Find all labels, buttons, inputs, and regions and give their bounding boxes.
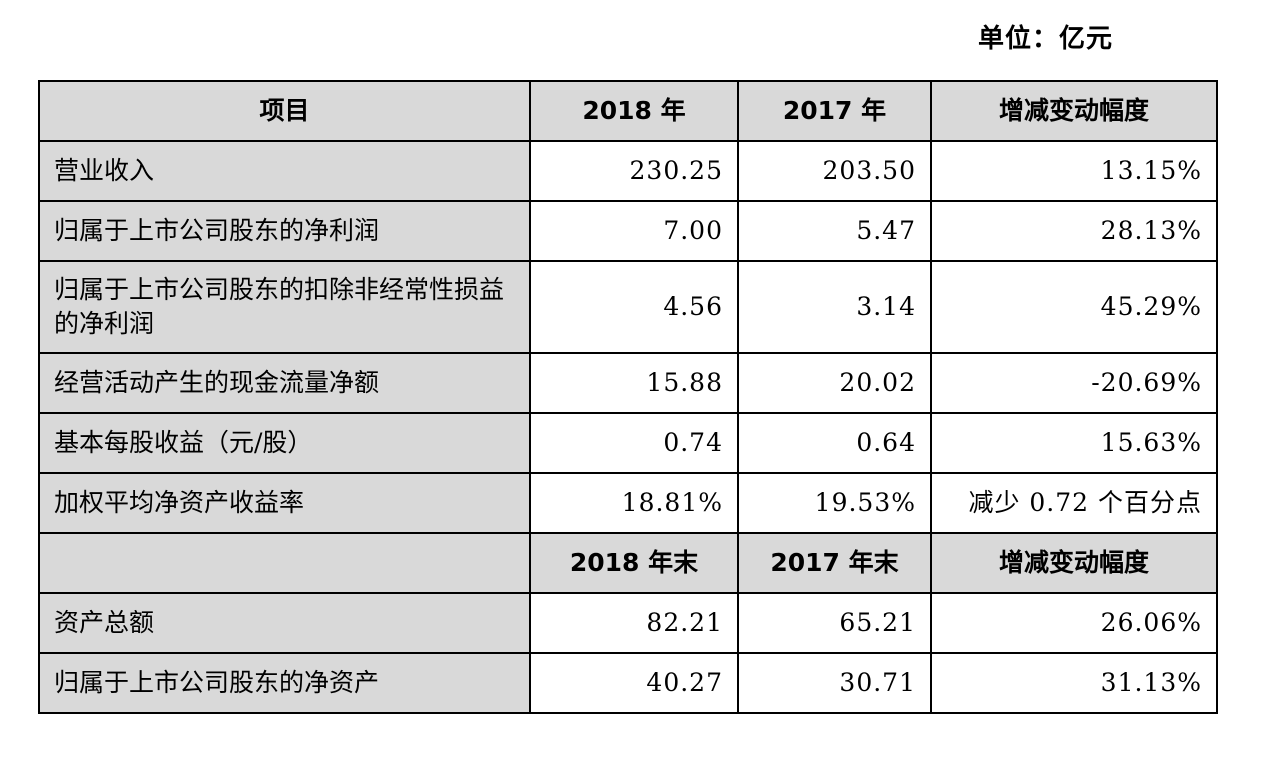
value-2018: 82.21 xyxy=(529,592,739,654)
value-2018: 18.81% xyxy=(529,472,739,534)
subheader-item xyxy=(38,532,531,594)
table-row: 基本每股收益（元/股） 0.74 0.64 15.63% xyxy=(38,412,1218,474)
table-row: 加权平均净资产收益率 18.81% 19.53% 减少 0.72 个百分点 xyxy=(38,472,1218,534)
subheader-2017-end: 2017 年末 xyxy=(737,532,932,594)
subheader-change: 增减变动幅度 xyxy=(930,532,1218,594)
value-2017: 3.14 xyxy=(737,260,932,354)
table-subheader-row: 2018 年末 2017 年末 增减变动幅度 xyxy=(38,532,1218,594)
header-item: 项目 xyxy=(38,80,531,142)
table-row: 营业收入 230.25 203.50 13.15% xyxy=(38,140,1218,202)
value-2017: 0.64 xyxy=(737,412,932,474)
table-row: 归属于上市公司股东的净资产 40.27 30.71 31.13% xyxy=(38,652,1218,714)
header-change: 增减变动幅度 xyxy=(930,80,1218,142)
value-2018: 15.88 xyxy=(529,352,739,414)
value-change: 15.63% xyxy=(930,412,1218,474)
value-change: 13.15% xyxy=(930,140,1218,202)
row-label: 基本每股收益（元/股） xyxy=(38,412,531,474)
row-label: 经营活动产生的现金流量净额 xyxy=(38,352,531,414)
value-change: 减少 0.72 个百分点 xyxy=(930,472,1218,534)
row-label: 归属于上市公司股东的净资产 xyxy=(38,652,531,714)
table-row: 资产总额 82.21 65.21 26.06% xyxy=(38,592,1218,654)
value-2017: 20.02 xyxy=(737,352,932,414)
financial-summary-table: 项目 2018 年 2017 年 增减变动幅度 营业收入 230.25 203.… xyxy=(38,80,1218,714)
table-row: 归属于上市公司股东的扣除非经常性损益的净利润 4.56 3.14 45.29% xyxy=(38,260,1218,354)
value-2018: 40.27 xyxy=(529,652,739,714)
table-row: 经营活动产生的现金流量净额 15.88 20.02 -20.69% xyxy=(38,352,1218,414)
value-2018: 230.25 xyxy=(529,140,739,202)
unit-label: 单位：亿元 xyxy=(978,24,1114,54)
value-2017: 65.21 xyxy=(737,592,932,654)
value-change: -20.69% xyxy=(930,352,1218,414)
table-row: 归属于上市公司股东的净利润 7.00 5.47 28.13% xyxy=(38,200,1218,262)
value-2017: 30.71 xyxy=(737,652,932,714)
value-change: 31.13% xyxy=(930,652,1218,714)
header-2017: 2017 年 xyxy=(737,80,932,142)
header-2018: 2018 年 xyxy=(529,80,739,142)
table-header-row: 项目 2018 年 2017 年 增减变动幅度 xyxy=(38,80,1218,142)
value-change: 26.06% xyxy=(930,592,1218,654)
value-change: 28.13% xyxy=(930,200,1218,262)
value-2018: 0.74 xyxy=(529,412,739,474)
value-2017: 19.53% xyxy=(737,472,932,534)
value-2018: 4.56 xyxy=(529,260,739,354)
value-2018: 7.00 xyxy=(529,200,739,262)
subheader-2018-end: 2018 年末 xyxy=(529,532,739,594)
value-change: 45.29% xyxy=(930,260,1218,354)
row-label: 归属于上市公司股东的净利润 xyxy=(38,200,531,262)
row-label: 加权平均净资产收益率 xyxy=(38,472,531,534)
row-label: 资产总额 xyxy=(38,592,531,654)
row-label: 归属于上市公司股东的扣除非经常性损益的净利润 xyxy=(38,260,531,354)
row-label: 营业收入 xyxy=(38,140,531,202)
value-2017: 5.47 xyxy=(737,200,932,262)
value-2017: 203.50 xyxy=(737,140,932,202)
